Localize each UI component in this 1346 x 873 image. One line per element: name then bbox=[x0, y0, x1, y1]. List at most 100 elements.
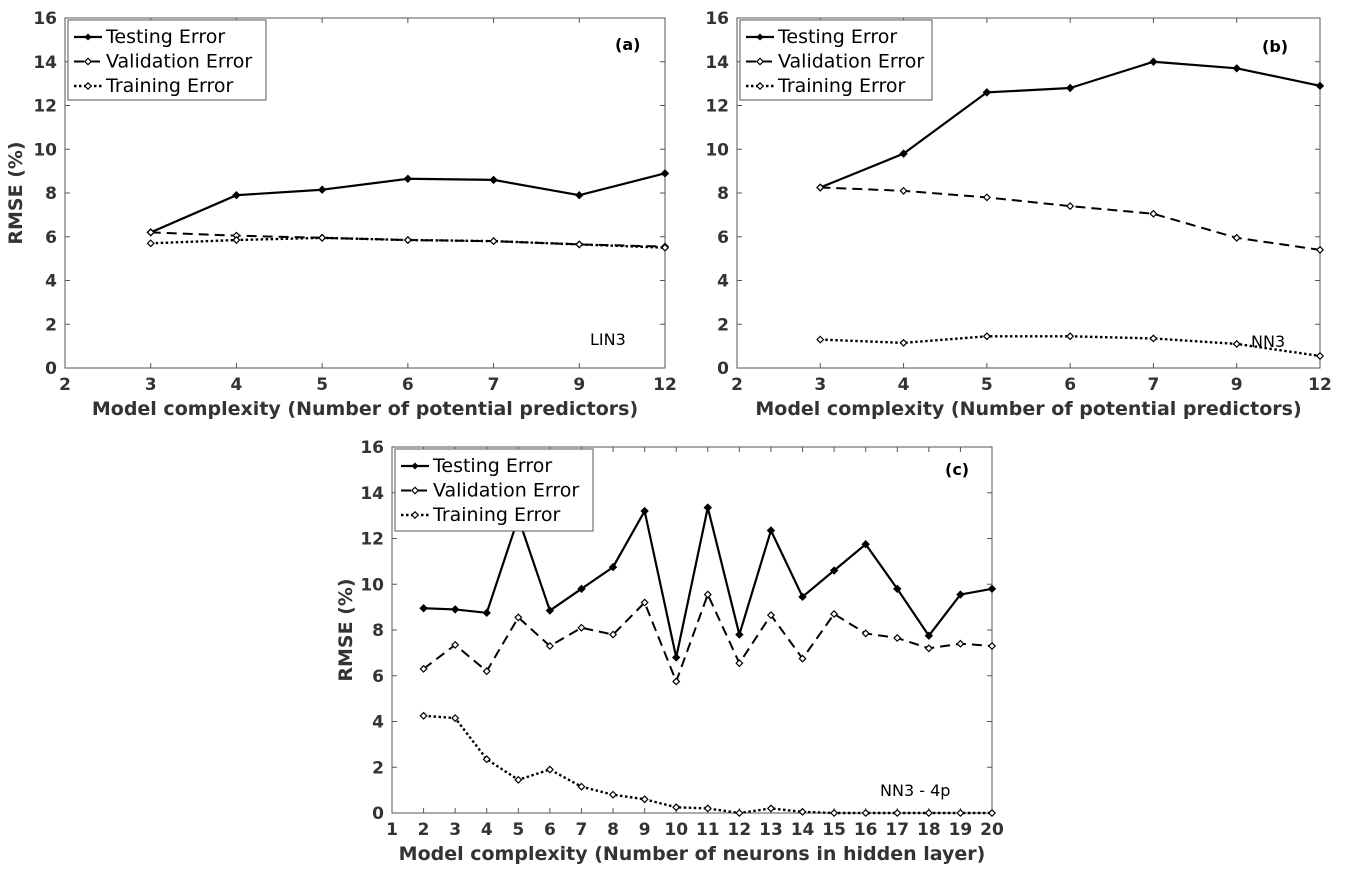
data-point bbox=[766, 611, 775, 620]
y-tick-label: 8 bbox=[717, 184, 729, 204]
data-point bbox=[1149, 334, 1158, 343]
x-tick-label: 8 bbox=[607, 820, 619, 840]
data-point bbox=[577, 623, 586, 632]
data-point bbox=[861, 629, 870, 638]
x-tick-label: 20 bbox=[980, 820, 1004, 840]
data-point bbox=[830, 609, 839, 619]
y-tick-label: 0 bbox=[45, 359, 57, 379]
x-tick-label: 5 bbox=[316, 375, 328, 395]
data-point bbox=[489, 175, 498, 185]
panel-annotation: NN3 - 4p bbox=[880, 781, 950, 800]
x-tick-label: 12 bbox=[728, 820, 752, 840]
y-tick-label: 14 bbox=[33, 53, 57, 73]
data-point bbox=[899, 149, 908, 158]
x-tick-label: 19 bbox=[949, 820, 973, 840]
panel-tag: (c) bbox=[945, 460, 969, 479]
legend-marker bbox=[411, 462, 419, 470]
data-point bbox=[893, 584, 902, 594]
data-point bbox=[640, 795, 649, 804]
y-tick-label: 12 bbox=[360, 530, 384, 550]
x-tick-label: 10 bbox=[664, 820, 688, 840]
legend-marker bbox=[84, 33, 92, 41]
x-tick-label: 9 bbox=[639, 820, 651, 840]
data-point bbox=[575, 190, 584, 200]
y-axis-label: RMSE (%) bbox=[5, 141, 27, 244]
data-point bbox=[861, 540, 870, 549]
x-tick-label: 2 bbox=[59, 375, 71, 395]
x-tick-label: 1 bbox=[386, 820, 398, 840]
data-point bbox=[403, 235, 412, 245]
data-point bbox=[924, 644, 933, 653]
panel-annotation: LIN3 bbox=[590, 330, 626, 349]
data-point bbox=[609, 790, 618, 799]
data-point bbox=[1315, 351, 1325, 361]
data-point bbox=[608, 562, 618, 572]
x-tick-label: 2 bbox=[418, 820, 430, 840]
legend-entry: Training Error bbox=[105, 75, 234, 97]
data-point bbox=[660, 169, 670, 178]
x-tick-label: 5 bbox=[981, 375, 993, 395]
data-point bbox=[672, 653, 681, 662]
data-point bbox=[419, 664, 428, 673]
data-point bbox=[232, 235, 241, 245]
data-point bbox=[703, 590, 712, 599]
data-point bbox=[450, 605, 460, 614]
data-point bbox=[899, 338, 908, 347]
x-axis-label: Model complexity (Number of potential pr… bbox=[92, 398, 638, 420]
legend-entry: Training Error bbox=[777, 75, 906, 97]
legend-entry: Validation Error bbox=[778, 51, 924, 73]
legend-entry: Testing Error bbox=[105, 26, 225, 48]
y-tick-label: 6 bbox=[45, 228, 57, 248]
data-point bbox=[489, 237, 498, 246]
data-point bbox=[924, 631, 934, 640]
data-point bbox=[703, 503, 712, 512]
data-point bbox=[735, 659, 744, 668]
x-tick-label: 5 bbox=[512, 820, 524, 840]
panel-tag: (a) bbox=[615, 35, 640, 54]
data-point bbox=[403, 174, 413, 183]
data-point bbox=[545, 606, 555, 615]
data-point bbox=[982, 193, 991, 202]
data-point bbox=[317, 185, 327, 194]
data-point bbox=[956, 639, 965, 648]
data-point bbox=[482, 667, 491, 676]
y-tick-label: 14 bbox=[705, 53, 729, 73]
data-point bbox=[482, 608, 491, 618]
data-point bbox=[232, 190, 241, 200]
data-point bbox=[451, 640, 460, 649]
legend-marker bbox=[755, 57, 765, 66]
data-point bbox=[660, 243, 670, 252]
data-point bbox=[1149, 209, 1158, 218]
series-training-error bbox=[146, 233, 670, 252]
data-point bbox=[798, 807, 807, 816]
legend-marker bbox=[83, 57, 93, 66]
data-point bbox=[545, 765, 554, 774]
data-point bbox=[419, 604, 428, 613]
legend-marker bbox=[410, 510, 420, 520]
series-line bbox=[422, 593, 993, 683]
legend-entry: Validation Error bbox=[433, 480, 579, 502]
x-tick-label: 7 bbox=[576, 820, 588, 840]
data-point bbox=[640, 506, 649, 516]
data-point bbox=[1315, 245, 1325, 254]
y-tick-label: 4 bbox=[717, 272, 729, 292]
x-tick-label: 6 bbox=[544, 820, 556, 840]
y-tick-label: 2 bbox=[45, 315, 57, 335]
data-point bbox=[703, 804, 712, 813]
panel-tag: (b) bbox=[1262, 37, 1288, 56]
legend-marker bbox=[83, 81, 93, 91]
y-tick-label: 6 bbox=[717, 228, 729, 248]
x-tick-label: 13 bbox=[759, 820, 783, 840]
data-point bbox=[1232, 233, 1241, 242]
data-point bbox=[816, 335, 825, 344]
data-point bbox=[956, 808, 965, 818]
data-point bbox=[419, 711, 428, 720]
data-point bbox=[1149, 57, 1158, 66]
y-tick-label: 12 bbox=[33, 97, 57, 117]
series-validation-error bbox=[816, 183, 1325, 254]
